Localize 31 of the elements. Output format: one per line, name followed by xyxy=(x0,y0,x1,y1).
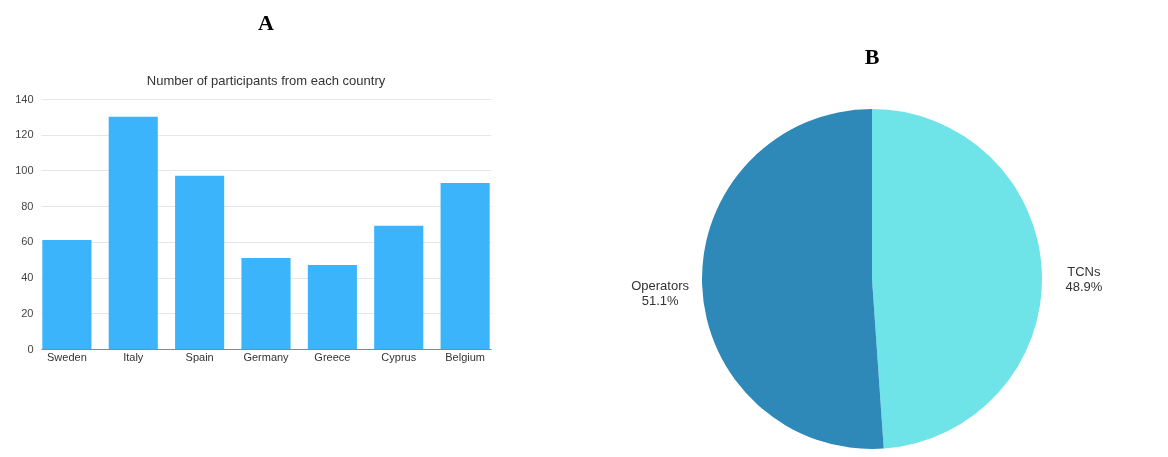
y-tick-label: 100 xyxy=(15,163,34,176)
y-tick-label: 40 xyxy=(21,271,34,284)
y-tick-label: 60 xyxy=(21,235,34,248)
x-tick-label: Italy xyxy=(123,350,144,363)
bar xyxy=(307,265,357,349)
bar xyxy=(440,182,490,349)
slice-label: Operators xyxy=(631,278,690,294)
x-tick-label: Germany xyxy=(243,350,290,363)
y-tick-label: 0 xyxy=(27,342,34,355)
chart-title: B xyxy=(864,44,880,69)
bar xyxy=(175,175,225,349)
slice-label: TCNs xyxy=(1067,263,1101,279)
y-tick-label: 140 xyxy=(15,92,34,105)
y-tick-label: 20 xyxy=(21,306,34,319)
y-tick-label: 80 xyxy=(21,199,34,212)
bar xyxy=(42,240,92,349)
data-label: 48.9% xyxy=(1065,278,1103,294)
x-tick-label: Cyprus xyxy=(381,350,417,363)
x-tick-label: Sweden xyxy=(47,350,87,363)
data-label: 51.1% xyxy=(641,293,679,309)
x-tick-label: Spain xyxy=(185,350,214,363)
y-tick-label: 120 xyxy=(15,128,34,141)
x-tick-label: Greece xyxy=(314,350,351,363)
bar xyxy=(108,116,158,349)
bar xyxy=(374,225,424,349)
chart-subtitle: Number of participants from each country xyxy=(146,73,386,88)
x-tick-label: Belgium xyxy=(445,350,485,363)
chart-title: A xyxy=(258,10,275,35)
pie-slice xyxy=(872,109,1042,449)
pie-slice xyxy=(702,109,884,449)
bar xyxy=(241,257,291,349)
